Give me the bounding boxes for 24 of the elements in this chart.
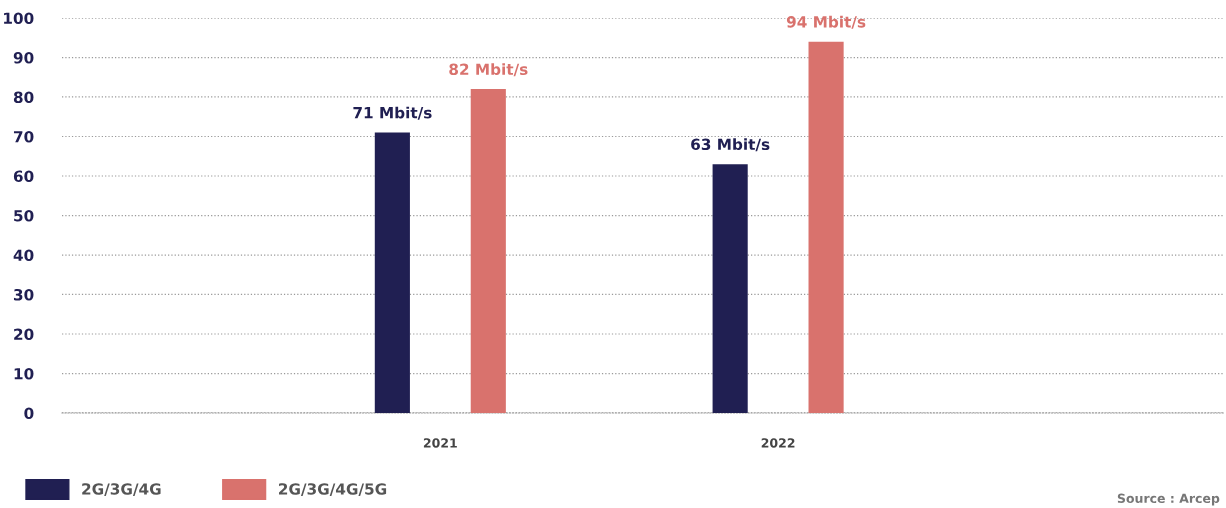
- bar: [712, 164, 748, 413]
- data-label: 63 Mbit/s: [691, 138, 770, 152]
- y-tick-label: 0: [24, 407, 34, 420]
- y-tick-label: 90: [13, 51, 34, 64]
- bar: [470, 89, 506, 413]
- source-note: Source : Arcep: [1117, 493, 1220, 506]
- y-tick-label: 60: [13, 170, 34, 183]
- legend-label: 2G/3G/4G: [82, 483, 161, 496]
- legend-label: 2G/3G/4G/5G: [279, 483, 387, 496]
- x-tick-label: 2021: [423, 438, 457, 448]
- y-tick-label: 40: [13, 249, 34, 262]
- bar: [808, 41, 844, 413]
- y-tick-label: 50: [14, 209, 34, 222]
- bar: [374, 132, 410, 413]
- y-tick-label: 80: [13, 91, 34, 104]
- x-tick-label: 2022: [761, 438, 795, 448]
- y-tick-label: 70: [13, 130, 34, 143]
- y-tick-label: 30: [13, 288, 34, 301]
- data-label: 71 Mbit/s: [353, 106, 432, 120]
- data-label: 94 Mbit/s: [786, 15, 866, 29]
- y-tick-label: 20: [14, 328, 34, 341]
- y-tick-label: 10: [14, 367, 34, 380]
- y-tick-label: 100: [4, 12, 34, 25]
- data-label: 82 Mbit/s: [449, 63, 528, 77]
